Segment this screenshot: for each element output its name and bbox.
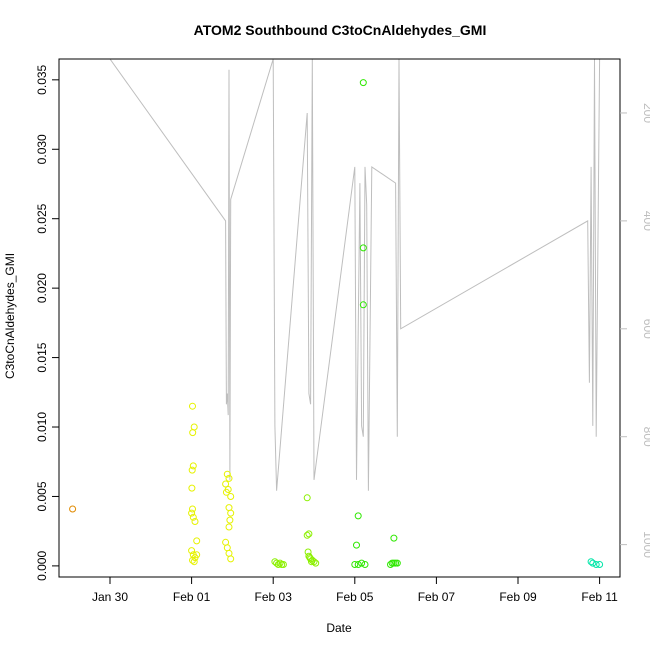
y-tick-label: 0.030 [35, 134, 49, 164]
data-point [227, 555, 235, 563]
data-point [191, 518, 199, 525]
y-tick-label: 0.015 [35, 342, 49, 372]
y2-tick-label: 600 [641, 319, 650, 339]
data-point [227, 509, 235, 517]
data-point [190, 423, 198, 431]
x-tick-label: Feb 07 [418, 590, 456, 604]
x-axis: Jan 30 Feb 01 Feb 03 Feb 05 Feb 07 Feb 09 Feb … [92, 577, 618, 604]
data-point [226, 516, 234, 524]
data-point [306, 554, 314, 562]
data-point [190, 558, 198, 566]
data-point [361, 561, 369, 568]
chart-title: ATOM2 Southbound C3toCnAldehydes_GMI [194, 22, 487, 38]
y2-tick-label: 200 [641, 103, 650, 123]
data-point [308, 558, 315, 566]
right-axis: 200 400 600 800 1000 [620, 103, 650, 558]
data-point [193, 537, 201, 545]
y2-tick-label: 400 [641, 211, 650, 231]
data-point [303, 531, 311, 539]
data-point [279, 561, 287, 568]
data-point [312, 559, 320, 567]
data-point [303, 494, 311, 502]
data-point [189, 429, 197, 437]
data-point [354, 561, 362, 568]
data-point [273, 559, 281, 567]
data-point [387, 561, 394, 568]
data-point [592, 561, 600, 568]
data-point [359, 244, 367, 252]
data-point [227, 493, 235, 500]
y-tick-label: 0.010 [35, 412, 49, 442]
data-point [589, 559, 597, 567]
data-point [390, 534, 398, 542]
data-point [351, 561, 359, 568]
data-point [193, 551, 201, 559]
data-point [188, 466, 196, 474]
y-tick-label: 0.025 [35, 203, 49, 233]
data-point [223, 544, 231, 552]
data-point [189, 556, 196, 564]
data-point [223, 470, 231, 478]
data-point [189, 513, 197, 521]
x-tick-label: Feb 01 [173, 590, 211, 604]
data-point [305, 530, 313, 538]
data-point [189, 462, 197, 470]
x-tick-label: Jan 30 [92, 590, 128, 604]
plot-frame [58, 58, 621, 578]
data-point [393, 559, 401, 567]
data-point [222, 488, 230, 496]
x-axis-label: Date [326, 621, 352, 635]
x-tick-label: Feb 09 [499, 590, 537, 604]
data-point [354, 512, 362, 520]
data-point [225, 474, 233, 482]
y-tick-label: 0.035 [35, 64, 49, 94]
data-point [69, 505, 77, 513]
data-point [596, 561, 604, 568]
data-point [359, 301, 367, 309]
data-point [353, 541, 360, 549]
y2-tick-label: 800 [641, 427, 650, 447]
data-point [222, 480, 230, 488]
data-point [189, 402, 196, 410]
data-points-layer [69, 79, 604, 568]
data-point [188, 547, 196, 555]
data-point [358, 559, 366, 567]
data-point [276, 559, 284, 567]
y-axis-label: C3toCnAldehydes_GMI [3, 253, 17, 379]
y-tick-label: 0.000 [35, 551, 49, 581]
y-axis: 0.000 0.005 0.010 0.015 0.020 0.025 0.030 0.035 [35, 64, 59, 581]
x-tick-label: Feb 05 [336, 590, 374, 604]
y-tick-label: 0.005 [35, 481, 49, 511]
pressure-line [109, 59, 601, 491]
x-tick-label: Feb 03 [255, 590, 293, 604]
data-point [304, 548, 312, 556]
data-point [274, 561, 282, 568]
data-point [225, 523, 233, 531]
data-point [188, 509, 196, 517]
data-point [359, 79, 367, 87]
x-tick-label: Feb 11 [581, 590, 618, 604]
data-point [587, 558, 595, 566]
y-tick-label: 0.020 [35, 273, 49, 303]
data-point [189, 505, 196, 513]
pressure-line-layer [109, 59, 601, 491]
data-point [310, 558, 318, 566]
data-point [188, 484, 196, 492]
y2-tick-label: 1000 [641, 531, 650, 558]
